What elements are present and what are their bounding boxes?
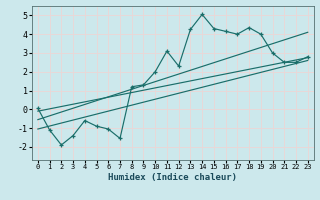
X-axis label: Humidex (Indice chaleur): Humidex (Indice chaleur)	[108, 173, 237, 182]
